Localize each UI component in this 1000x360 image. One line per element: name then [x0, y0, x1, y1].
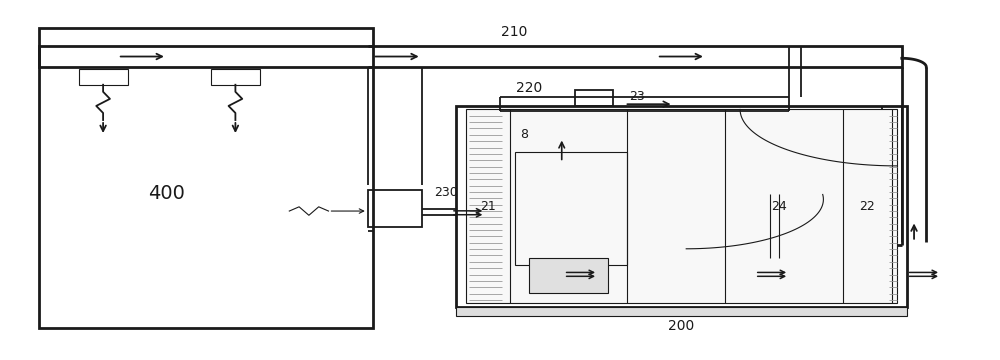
Text: 230: 230 — [434, 186, 458, 199]
Bar — [39, 28, 373, 328]
Bar — [39, 46, 902, 67]
Bar — [368, 190, 422, 226]
Bar — [211, 69, 260, 85]
Text: 8: 8 — [520, 128, 528, 141]
Text: 21: 21 — [480, 200, 496, 213]
Text: 220: 220 — [516, 81, 543, 95]
Bar — [79, 69, 128, 85]
Text: 210: 210 — [501, 25, 527, 39]
Bar — [515, 152, 627, 265]
Text: 23: 23 — [629, 90, 645, 103]
Text: 400: 400 — [148, 184, 184, 203]
Bar — [456, 106, 907, 307]
Bar — [529, 258, 608, 293]
Bar — [456, 307, 907, 316]
Bar — [466, 109, 897, 303]
Bar — [575, 90, 613, 106]
Text: 200: 200 — [668, 319, 694, 333]
Text: 22: 22 — [860, 200, 875, 213]
Text: 24: 24 — [771, 200, 787, 213]
